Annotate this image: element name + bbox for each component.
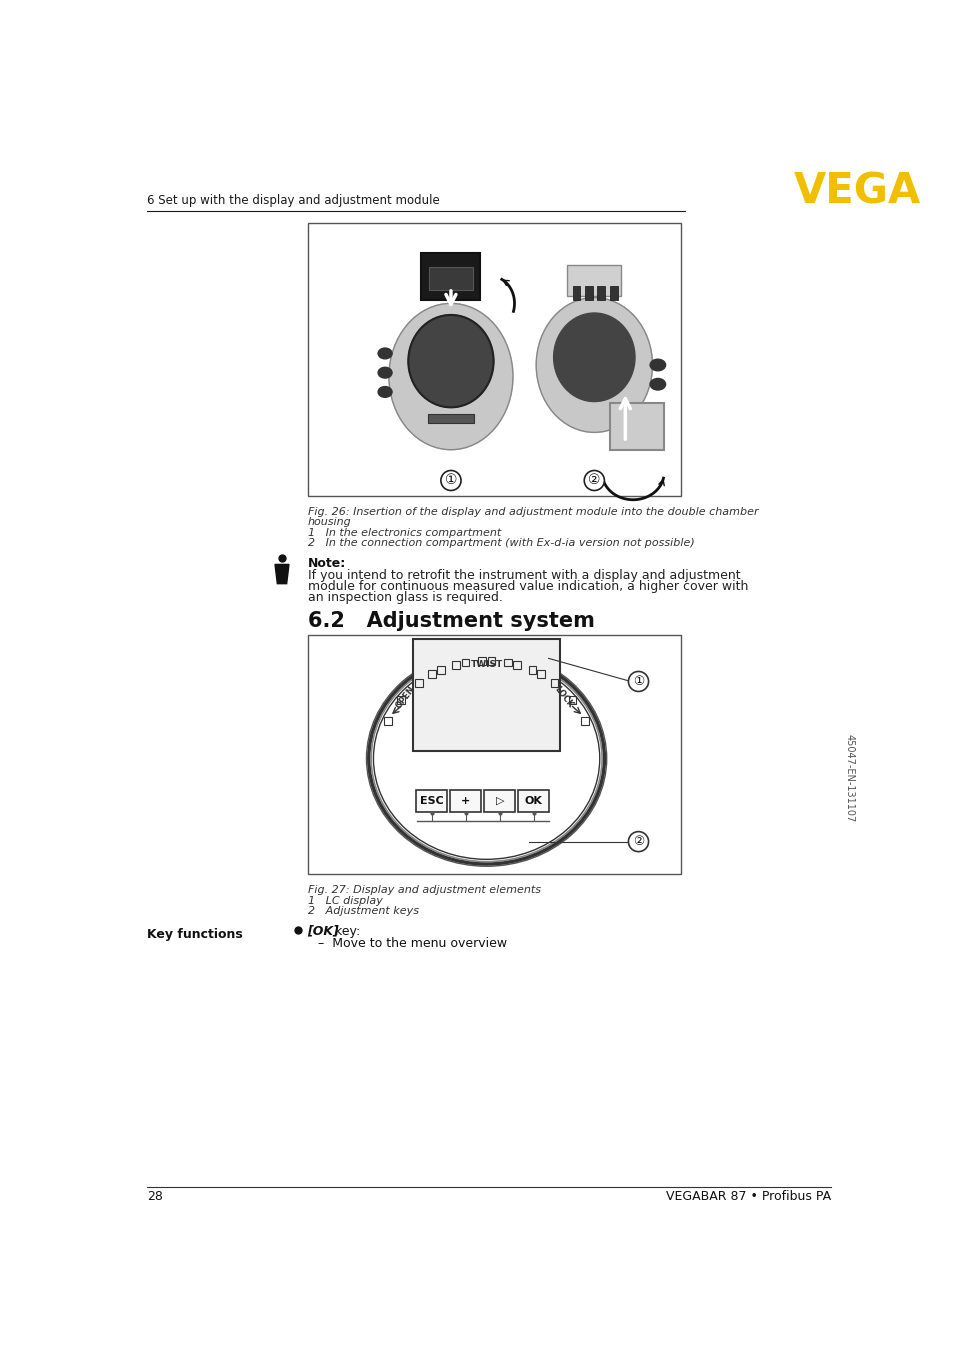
Text: VEGABAR 87 • Profibus PA: VEGABAR 87 • Profibus PA [665,1190,830,1204]
Bar [436,666,444,674]
Text: 2   In the connection compartment (with Ex-d-ia version not possible): 2 In the connection compartment (with Ex… [307,539,694,548]
Ellipse shape [377,367,392,378]
Bar [396,696,404,704]
Polygon shape [274,565,289,584]
FancyBboxPatch shape [421,253,480,299]
Ellipse shape [377,386,392,397]
Text: LOCK: LOCK [553,684,575,709]
Bar [461,659,469,666]
Bar [477,657,485,665]
Bar [513,661,520,669]
Ellipse shape [408,315,493,408]
Text: OPEN: OPEN [394,684,416,709]
Bar [429,267,472,290]
Ellipse shape [377,348,392,359]
Bar [415,680,422,686]
Circle shape [628,672,648,692]
Text: 2   Adjustment keys: 2 Adjustment keys [307,906,418,915]
Circle shape [628,831,648,852]
Bar [427,413,474,422]
Bar [528,666,536,674]
Ellipse shape [553,313,635,402]
Circle shape [440,470,460,490]
Bar [452,661,459,669]
Text: VEGA: VEGA [793,171,920,213]
Bar [487,657,495,665]
Text: –  Move to the menu overview: – Move to the menu overview [318,937,507,951]
FancyBboxPatch shape [609,403,663,450]
Text: 28: 28 [147,1190,163,1204]
Text: ①: ① [632,674,643,688]
Text: module for continuous measured value indication, a higher cover with: module for continuous measured value ind… [307,580,747,593]
Bar [597,286,604,299]
FancyBboxPatch shape [484,789,515,811]
Text: 1   LC display: 1 LC display [307,895,382,906]
Bar [503,659,511,666]
FancyBboxPatch shape [416,789,447,811]
Text: ②: ② [587,474,600,487]
Bar [609,286,617,299]
Bar [307,635,680,873]
Bar [537,670,544,678]
Ellipse shape [373,658,599,860]
Bar [307,222,680,496]
Text: TWIST: TWIST [470,659,502,669]
Text: ②: ② [632,835,643,848]
Circle shape [583,470,604,490]
Ellipse shape [536,298,652,432]
Text: an inspection glass is required.: an inspection glass is required. [307,590,502,604]
Bar [572,286,579,299]
Text: key:: key: [331,925,359,938]
Text: OK: OK [524,796,542,806]
Ellipse shape [649,359,665,371]
Bar [567,265,620,295]
Text: Fig. 27: Display and adjustment elements: Fig. 27: Display and adjustment elements [307,884,540,895]
FancyBboxPatch shape [450,789,480,811]
Bar [568,696,576,704]
Bar [550,680,558,686]
FancyBboxPatch shape [517,789,549,811]
Text: ①: ① [444,474,456,487]
Text: ESC: ESC [419,796,443,806]
Text: housing: housing [307,517,351,527]
Text: Key functions: Key functions [147,927,243,941]
Text: Fig. 26: Insertion of the display and adjustment module into the double chamber: Fig. 26: Insertion of the display and ad… [307,506,758,517]
Text: 1   In the electronics compartment: 1 In the electronics compartment [307,528,500,539]
Text: ▷: ▷ [495,796,503,806]
Bar [428,670,436,678]
Text: Note:: Note: [307,556,345,570]
Text: 6.2   Adjustment system: 6.2 Adjustment system [307,611,594,631]
Text: If you intend to retrofit the instrument with a display and adjustment: If you intend to retrofit the instrument… [307,569,740,582]
Bar [413,639,559,750]
Ellipse shape [649,379,665,390]
Bar [383,718,392,724]
Text: 45047-EN-131107: 45047-EN-131107 [843,734,853,823]
Text: +: + [460,796,470,806]
Text: 6 Set up with the display and adjustment module: 6 Set up with the display and adjustment… [147,195,439,207]
Ellipse shape [389,303,513,450]
Bar [584,286,592,299]
Text: [OK]: [OK] [307,925,339,938]
Bar [581,718,589,724]
